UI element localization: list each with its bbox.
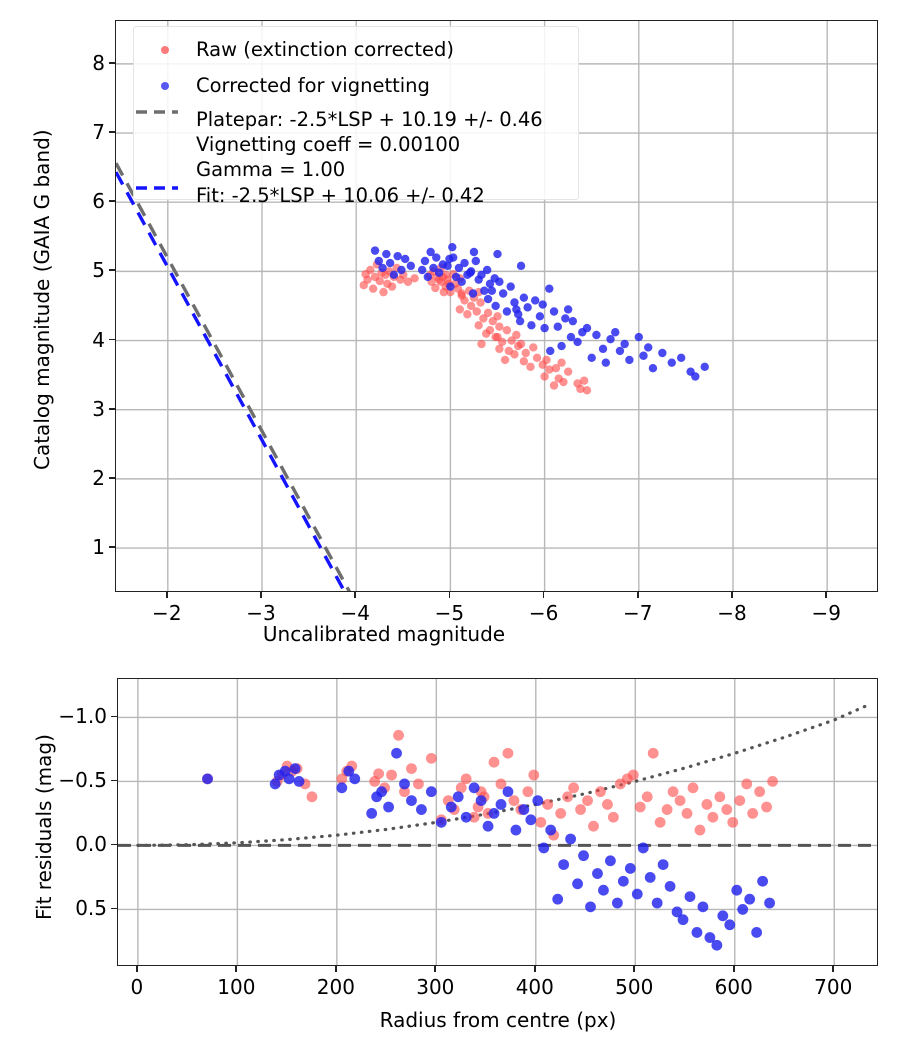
top-xtick-label: −9: [811, 601, 841, 625]
bottom-xaxis-title: Radius from centre (px): [379, 1008, 617, 1032]
top-ytick-label: 2: [92, 465, 105, 490]
bottom-ytick-mark: [111, 843, 117, 846]
top-xtick-label: −5: [434, 601, 465, 625]
top-ytick-mark: [109, 407, 115, 410]
bottom-xtick-label: 600: [714, 975, 753, 999]
bottom-xtick-mark: [434, 966, 437, 972]
bottom-xtick-label: 400: [515, 975, 554, 999]
top-xtick-mark: [542, 592, 545, 598]
top-xtick-label: −6: [528, 601, 559, 625]
bottom-xtick-label: 0: [130, 975, 144, 999]
top-xtick-label: −2: [152, 601, 182, 625]
top-panel-graphics: [116, 21, 877, 591]
bottom-xtick-mark: [533, 966, 536, 972]
bottom-xtick-mark: [633, 966, 636, 972]
top-xtick-mark: [825, 592, 828, 598]
top-ytick-label: 7: [92, 120, 105, 145]
top-ytick-mark: [109, 200, 115, 203]
dashed-line-icon: [136, 110, 178, 114]
top-xtick-label: −8: [717, 601, 747, 625]
bottom-xtick-label: 300: [416, 975, 455, 999]
bottom-plot-area: [118, 679, 877, 965]
bottom-xtick-mark: [832, 966, 835, 972]
top-plot-area: [116, 21, 877, 591]
top-xtick-label: −3: [246, 601, 276, 625]
top-ytick-mark: [109, 131, 115, 133]
top-ytick-label: 4: [92, 327, 105, 352]
legend-entry[interactable]: Fit: -2.5*LSP + 10.06 +/- 0.42: [134, 183, 578, 208]
legend-entry[interactable]: Platepar: -2.5*LSP + 10.19 +/- 0.46 Vign…: [134, 107, 578, 182]
legend-entry[interactable]: Corrected for vignetting: [134, 73, 578, 98]
bottom-xtick-mark: [334, 966, 337, 972]
bottom-xtick-mark: [135, 966, 138, 972]
bottom-ytick-mark: [111, 907, 117, 910]
bottom-yaxis-title: Fit residuals (mag): [32, 734, 56, 920]
bottom-ytick-label: −1.0: [58, 704, 107, 729]
top-ytick-mark: [109, 61, 115, 64]
bottom-ytick-label: 0.5: [75, 896, 107, 921]
top-ytick-label: 8: [92, 50, 105, 75]
legend-box: Raw (extinction corrected) Corrected for …: [133, 26, 579, 207]
top-yaxis-title: Catalog magnitude (GAIA G band): [30, 129, 54, 470]
top-xtick-mark: [731, 592, 733, 598]
top-ytick-mark: [109, 269, 115, 272]
dashed-line-icon: [136, 186, 178, 190]
bottom-ytick-mark: [111, 779, 117, 782]
legend-entry[interactable]: Raw (extinction corrected): [134, 37, 578, 62]
legend-raw-marker-icon: [134, 45, 196, 54]
legend-corrected-marker-icon: [134, 81, 196, 90]
bottom-xtick-label: 200: [316, 975, 355, 999]
top-xtick-label: −7: [623, 601, 653, 625]
top-xtick-mark: [448, 592, 451, 598]
top-xtick-mark: [636, 592, 639, 598]
bottom-xtick-label: 100: [217, 975, 256, 999]
top-ytick-mark: [109, 338, 115, 341]
bottom-xtick-mark: [732, 966, 735, 972]
top-xtick-label: −4: [340, 601, 370, 625]
top-xtick-mark: [260, 592, 262, 598]
legend-entry-label: Raw (extinction corrected): [196, 38, 454, 61]
bottom-xtick-label: 700: [814, 975, 853, 999]
top-ytick-mark: [109, 476, 115, 479]
top-ytick-label: 1: [92, 535, 105, 560]
marker-dot-icon: [161, 81, 169, 90]
legend-entry-label: Platepar: -2.5*LSP + 10.19 +/- 0.46 Vign…: [196, 108, 543, 181]
bottom-xtick-label: 500: [615, 975, 654, 999]
legend-entry-label: Fit: -2.5*LSP + 10.06 +/- 0.42: [196, 184, 485, 207]
legend-entry-label: Corrected for vignetting: [196, 74, 430, 97]
top-xtick-mark: [165, 592, 168, 598]
bottom-ytick-mark: [111, 715, 117, 718]
top-xaxis-title: Uncalibrated magnitude: [262, 622, 506, 646]
top-ytick-mark: [109, 546, 115, 548]
top-ytick-label: 5: [92, 258, 105, 283]
bottom-ytick-label: 0.0: [75, 832, 107, 857]
bottom-panel-graphics: [118, 679, 877, 965]
bottom-ytick-label: −0.5: [58, 768, 107, 793]
top-xtick-mark: [354, 592, 357, 598]
marker-dot-icon: [161, 45, 169, 54]
bottom-xtick-mark: [235, 966, 238, 972]
fit-residuals-panel: [117, 678, 878, 966]
top-ytick-label: 3: [92, 396, 105, 421]
top-ytick-label: 6: [92, 189, 105, 214]
